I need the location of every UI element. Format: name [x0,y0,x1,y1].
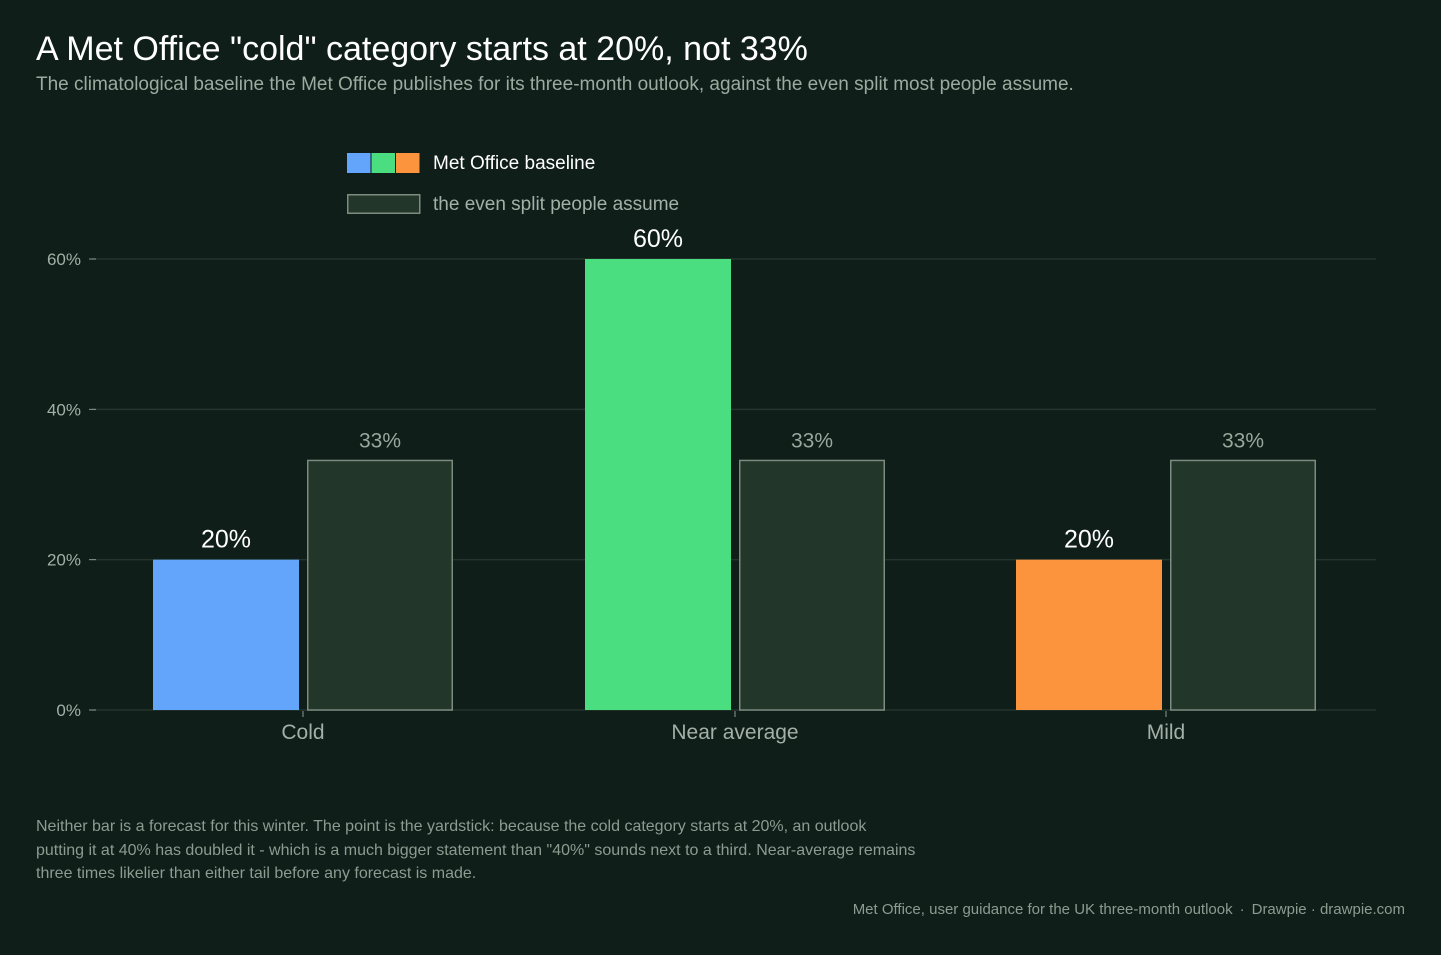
data-label-even-split: 33% [1222,430,1264,453]
x-tick-label: Mild [1147,721,1186,744]
legend-swatch-baseline [347,153,371,173]
y-tick-label: 20% [47,551,81,570]
y-tick-label: 0% [56,701,81,720]
bar-baseline-mild [1016,559,1162,710]
source-text: Met Office, user guidance for the UK thr… [852,901,1233,918]
data-label-baseline: 20% [201,526,251,554]
bar-even-split-near-average [739,459,885,711]
chart-title: A Met Office "cold" category starts at 2… [36,30,808,68]
chart-subtitle: The climatological baseline the Met Offi… [36,74,1074,95]
bar-even-split-cold [307,459,453,711]
bar-chart: 0% 20% 40% 60% 20% 33% Cold 60% 33% Near average 2… [47,153,1376,744]
legend-swatch-even-split [347,194,421,214]
legend-label-even-split: the even split people assume [433,194,679,215]
bar-baseline-cold [153,559,299,710]
data-label-baseline: 20% [1064,526,1114,554]
source-separator: · [1239,901,1245,918]
data-label-baseline: 60% [633,225,683,253]
bar-baseline-near-average [585,259,731,710]
legend-swatch-baseline [371,153,395,173]
bar-even-split-mild [1170,459,1316,711]
x-tick-label: Cold [281,721,324,744]
source-credit: Drawpie · drawpie.com [1251,901,1405,918]
data-label-even-split: 33% [791,430,833,453]
y-tick-label: 60% [47,250,81,269]
chart-footnote: Neither bar is a forecast for this winte… [36,818,916,882]
legend-label-baseline: Met Office baseline [433,153,595,174]
source-line: Met Office, user guidance for the UK thr… [853,901,1405,918]
x-tick-label: Near average [671,721,798,744]
data-label-even-split: 33% [359,430,401,453]
legend-swatch-baseline [396,153,420,173]
y-tick-label: 40% [47,400,81,419]
